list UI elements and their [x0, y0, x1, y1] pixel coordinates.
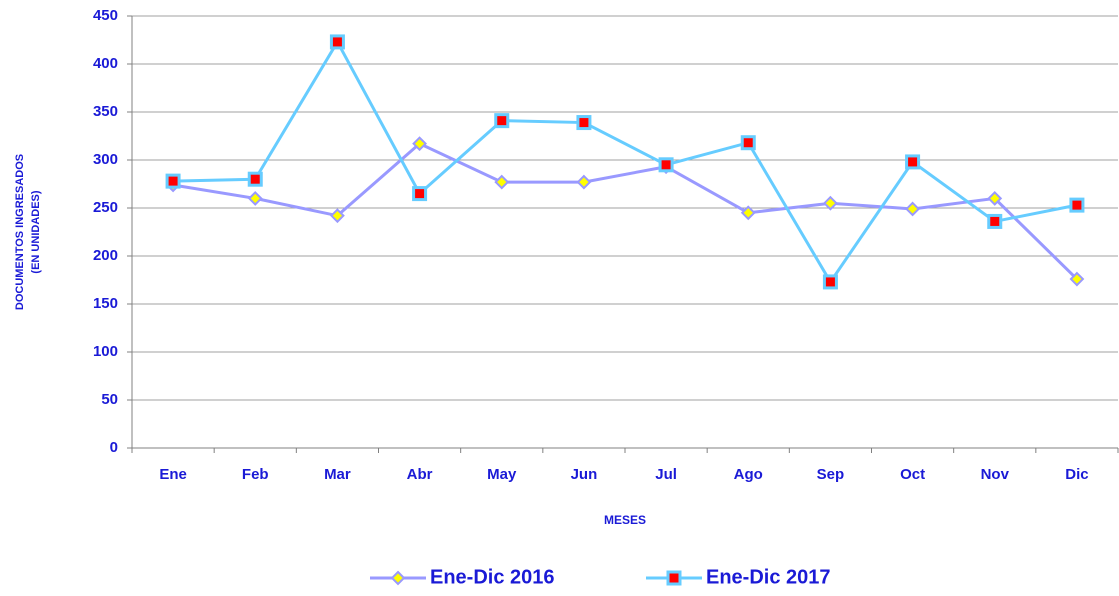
- x-tick-label: Dic: [1065, 466, 1088, 483]
- marker: [412, 186, 428, 202]
- series-line: [172, 141, 1078, 281]
- y-tick-label: 450: [93, 7, 118, 24]
- marker: [247, 190, 263, 206]
- x-tick-label: Jul: [655, 466, 677, 483]
- marker: [905, 154, 921, 170]
- y-axis-title: (EN UNIDADES): [30, 190, 42, 273]
- marker: [494, 174, 510, 190]
- marker: [666, 570, 682, 586]
- marker: [576, 115, 592, 131]
- x-axis-title: MESES: [604, 513, 646, 527]
- x-tick-label: Jun: [571, 466, 598, 483]
- legend-label: Ene-Dic 2017: [706, 566, 831, 588]
- y-tick-label: 300: [93, 151, 118, 168]
- x-tick-label: Abr: [407, 466, 433, 483]
- marker: [1069, 271, 1085, 287]
- marker: [247, 171, 263, 187]
- x-tick-label: Oct: [900, 466, 925, 483]
- x-tick-label: Sep: [817, 466, 845, 483]
- marker: [823, 195, 838, 211]
- y-tick-label: 250: [93, 199, 118, 216]
- y-tick-label: 150: [93, 295, 118, 312]
- marker: [658, 157, 674, 173]
- x-tick-label: May: [487, 466, 517, 483]
- marker: [329, 34, 345, 50]
- y-tick-label: 200: [93, 247, 118, 264]
- marker: [165, 173, 181, 189]
- x-tick-label: Feb: [242, 466, 269, 483]
- series-line: [173, 38, 1078, 285]
- y-tick-label: 350: [93, 103, 118, 120]
- marker: [330, 208, 345, 224]
- marker: [576, 174, 592, 190]
- x-tick-label: Ago: [734, 466, 763, 483]
- y-tick-label: 400: [93, 55, 118, 72]
- marker: [390, 570, 406, 586]
- marker: [740, 205, 756, 221]
- legend-label: Ene-Dic 2016: [430, 566, 555, 588]
- marker: [412, 136, 427, 152]
- y-tick-label: 0: [110, 439, 118, 456]
- marker: [905, 201, 920, 217]
- y-tick-label: 100: [93, 343, 118, 360]
- marker: [987, 213, 1003, 229]
- x-tick-label: Mar: [324, 466, 351, 483]
- marker: [822, 274, 838, 290]
- y-tick-label: 50: [101, 391, 118, 408]
- y-axis-title: DOCUMENTOS INGRESADOS: [14, 154, 26, 310]
- x-tick-label: Nov: [981, 466, 1010, 483]
- marker: [987, 190, 1003, 206]
- x-tick-label: Ene: [159, 466, 187, 483]
- marker: [740, 135, 756, 151]
- marker: [494, 113, 510, 129]
- marker: [1069, 197, 1085, 213]
